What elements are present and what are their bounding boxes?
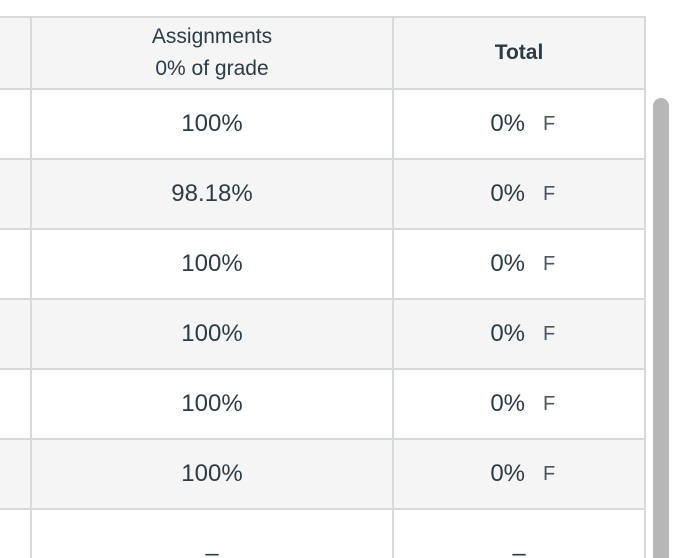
assignments-score: 100% — [181, 390, 242, 418]
student-cell[interactable] — [0, 160, 32, 230]
student-cell[interactable] — [0, 370, 32, 440]
assignments-score-cell[interactable]: 98.18% — [32, 160, 394, 230]
assignments-score: 98.18% — [171, 180, 252, 208]
header-row: Assignments 0% of grade Total — [0, 16, 646, 90]
total-cell[interactable]: 0% F — [394, 300, 646, 370]
assignments-header-title: Assignments — [152, 21, 272, 53]
total-percent: – — [512, 530, 525, 558]
assignments-score-cell[interactable]: 100% — [32, 300, 394, 370]
total-percent: 0% — [475, 460, 525, 488]
student-cell[interactable] — [0, 90, 32, 160]
total-percent: 0% — [475, 320, 525, 348]
total-letter-grade: F — [543, 183, 563, 206]
table-row: – – — [0, 510, 646, 558]
assignments-score-cell[interactable]: 100% — [32, 440, 394, 510]
total-percent: 0% — [475, 180, 525, 208]
total-letter-grade: F — [543, 463, 563, 486]
assignments-score: 100% — [181, 460, 242, 488]
table-row: 100% 0% F — [0, 440, 646, 510]
total-percent: 0% — [475, 250, 525, 278]
table-row: 100% 0% F — [0, 300, 646, 370]
total-header-title: Total — [495, 41, 544, 65]
table-row: 100% 0% F — [0, 230, 646, 300]
total-percent: 0% — [475, 390, 525, 418]
header-cell-total[interactable]: Total — [394, 16, 646, 90]
total-cell[interactable]: 0% F — [394, 230, 646, 300]
total-letter-grade: F — [543, 113, 563, 136]
total-cell[interactable]: 0% F — [394, 160, 646, 230]
assignments-score-cell[interactable]: 100% — [32, 230, 394, 300]
total-cell[interactable]: – — [394, 510, 646, 558]
total-letter-grade: F — [543, 393, 563, 416]
total-cell[interactable]: 0% F — [394, 90, 646, 160]
assignments-score: 100% — [181, 320, 242, 348]
vertical-scrollbar-thumb[interactable] — [653, 98, 669, 558]
total-cell[interactable]: 0% F — [394, 370, 646, 440]
header-cell-student[interactable] — [0, 16, 32, 90]
assignments-header-weight: 0% of grade — [155, 53, 268, 85]
student-cell[interactable] — [0, 230, 32, 300]
header-cell-assignments[interactable]: Assignments 0% of grade — [32, 16, 394, 90]
assignments-score: 100% — [181, 250, 242, 278]
total-cell[interactable]: 0% F — [394, 440, 646, 510]
table-row: 100% 0% F — [0, 370, 646, 440]
assignments-score-cell[interactable]: 100% — [32, 370, 394, 440]
student-cell[interactable] — [0, 440, 32, 510]
assignments-score: – — [205, 530, 218, 558]
table-row: 98.18% 0% F — [0, 160, 646, 230]
total-letter-grade: F — [543, 253, 563, 276]
assignments-score-cell[interactable]: 100% — [32, 90, 394, 160]
total-letter-grade: F — [543, 323, 563, 346]
table-row: 100% 0% F — [0, 90, 646, 160]
total-percent: 0% — [475, 110, 525, 138]
assignments-score: 100% — [181, 110, 242, 138]
student-cell[interactable] — [0, 300, 32, 370]
student-cell[interactable] — [0, 510, 32, 558]
assignments-score-cell[interactable]: – — [32, 510, 394, 558]
